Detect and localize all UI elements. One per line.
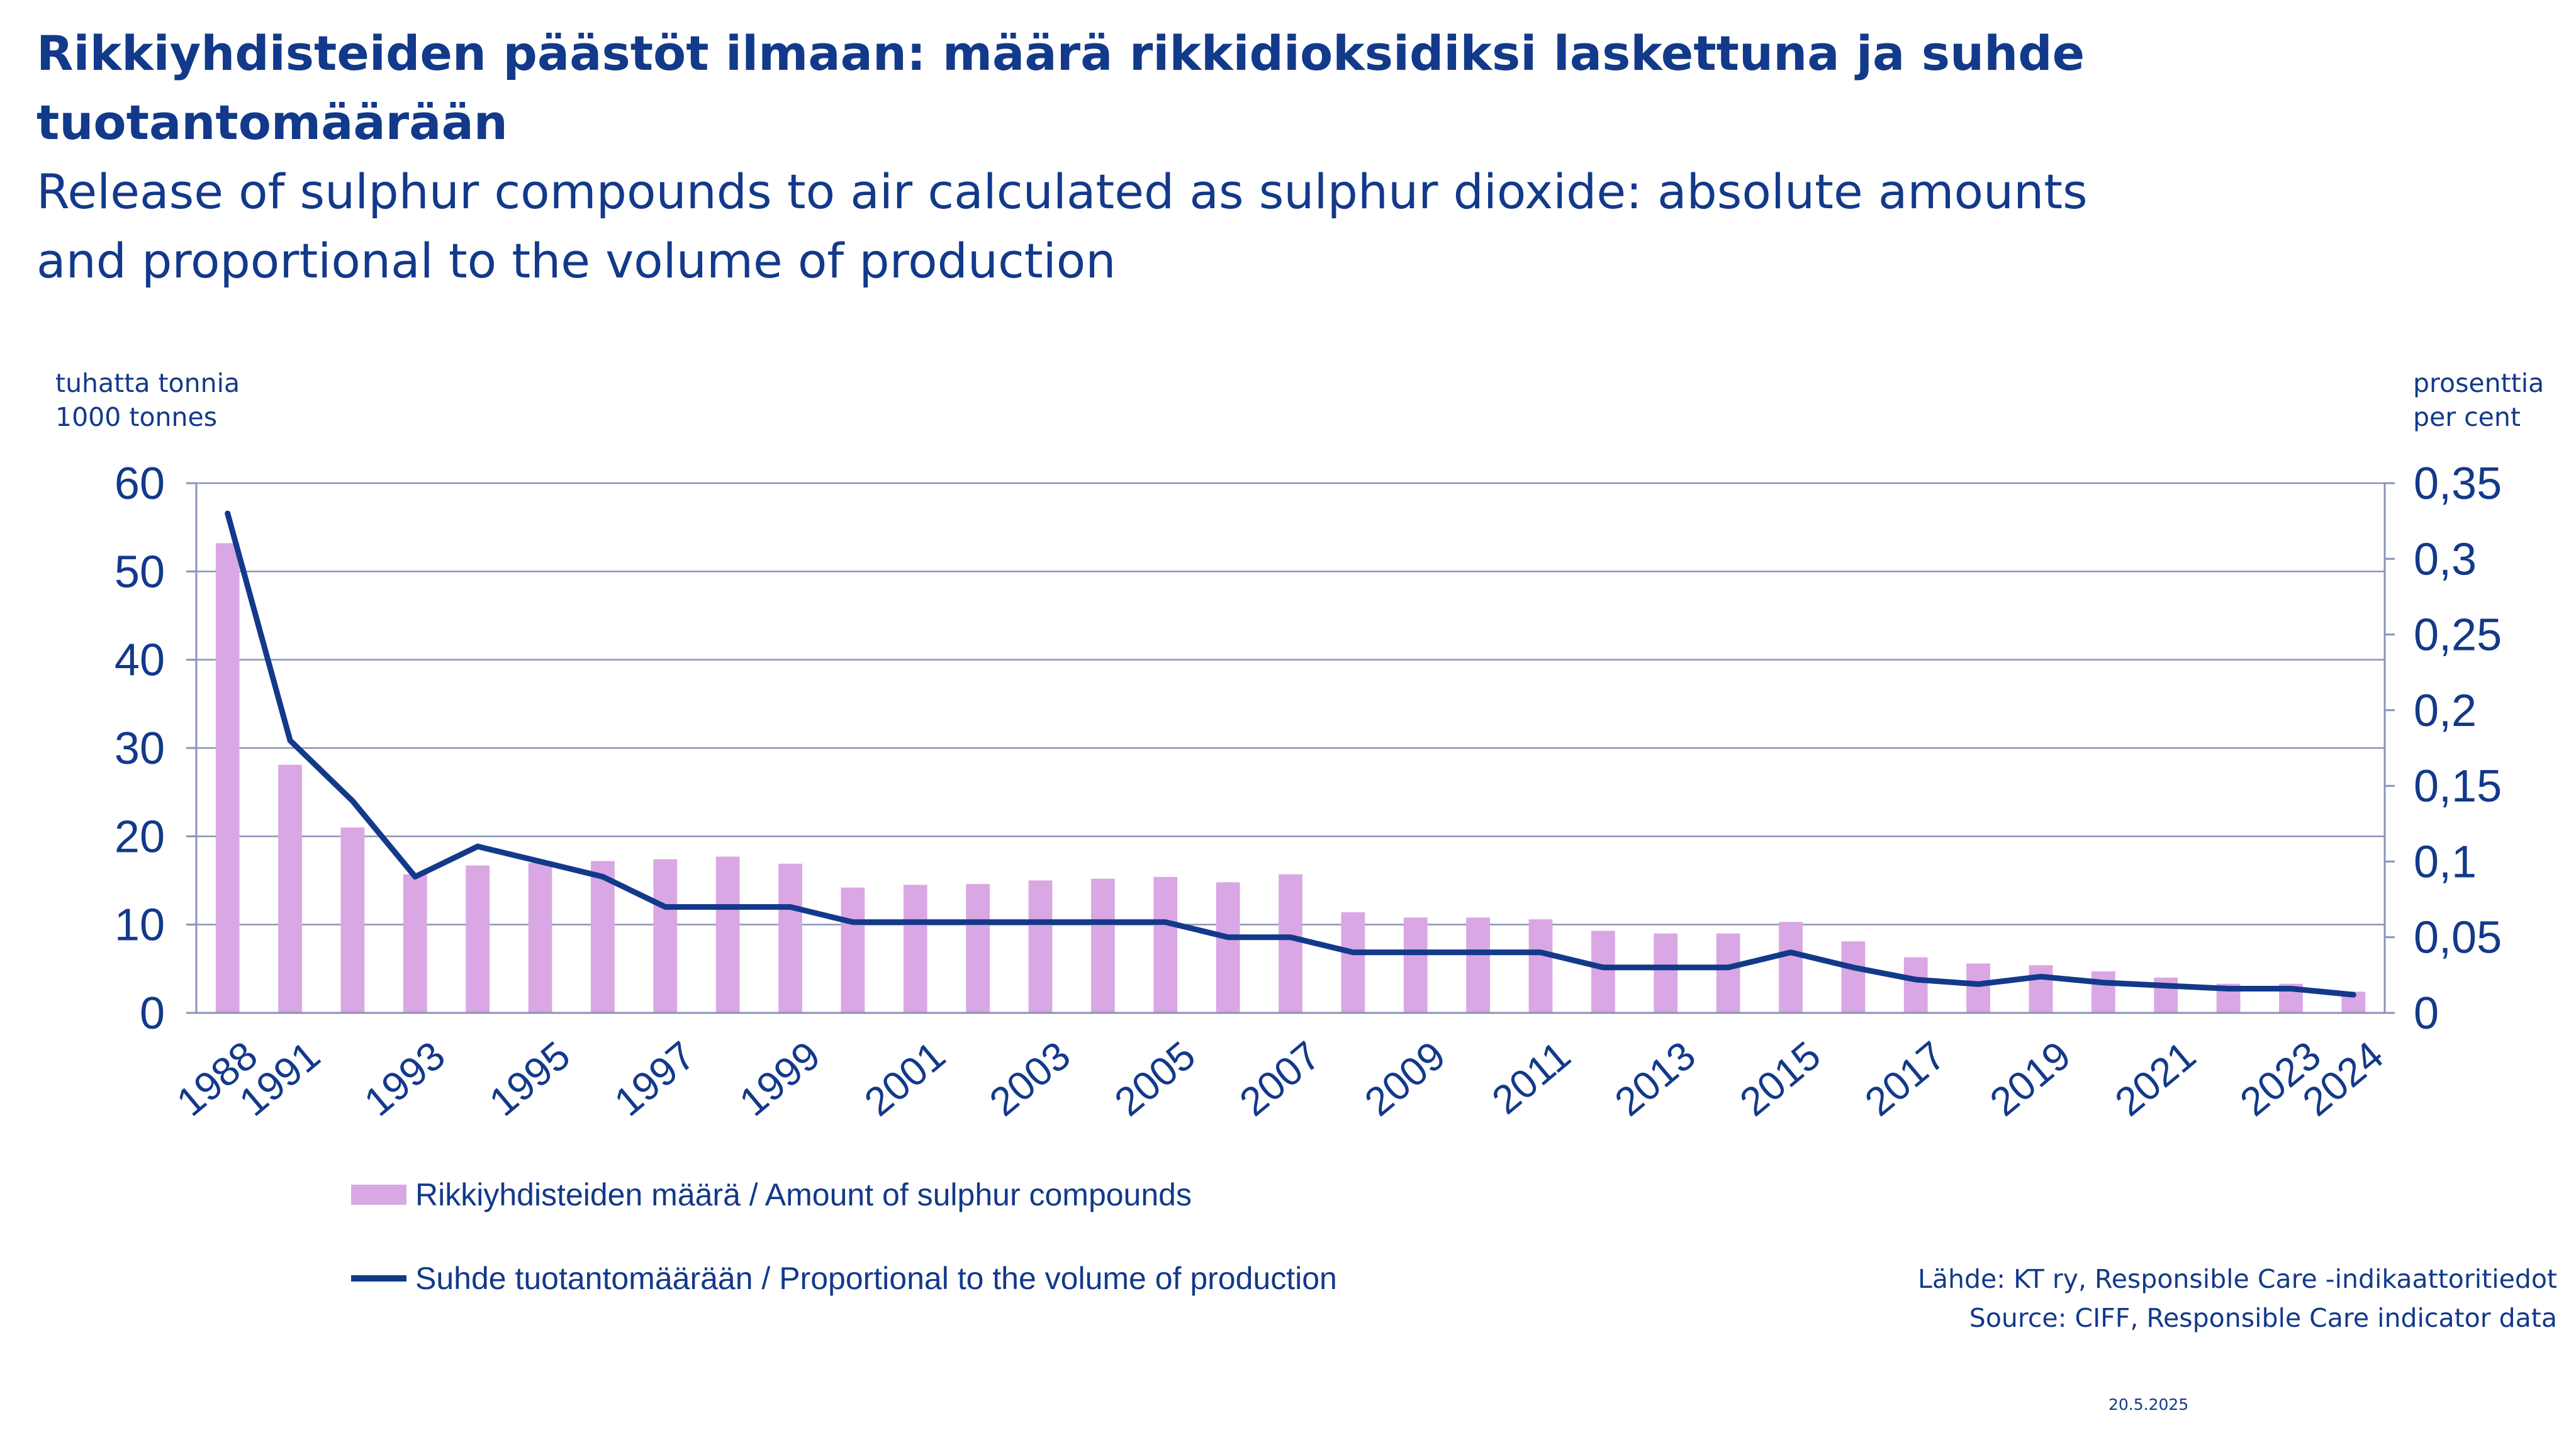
bar xyxy=(653,859,678,1013)
left-axis-unit-en: 1000 tonnes xyxy=(55,402,218,432)
left-axis-unit-fi: tuhatta tonnia xyxy=(55,368,240,398)
right-axis-unit-en: per cent xyxy=(2413,402,2521,432)
left-tick-label: 50 xyxy=(115,547,165,597)
x-tick-label: 2005 xyxy=(1106,1032,1204,1125)
bar xyxy=(2091,971,2115,1013)
right-tick-label: 0,1 xyxy=(2414,837,2477,887)
left-tick-label: 20 xyxy=(115,812,165,862)
right-tick-label: 0,35 xyxy=(2414,459,2502,509)
bar xyxy=(1716,933,1740,1013)
right-tick-label: 0 xyxy=(2414,988,2439,1039)
x-tick-label: 2013 xyxy=(1606,1032,1704,1125)
right-y-axis-ticks: 0 0,05 0,1 0,15 0,2 0,25 0,3 0,35 xyxy=(2414,459,2502,1039)
bar xyxy=(1091,878,1115,1013)
bar xyxy=(466,865,490,1013)
bar xyxy=(1654,933,1678,1013)
ratio-line xyxy=(225,510,2356,998)
left-tick-label: 10 xyxy=(115,900,165,951)
left-tick-label: 60 xyxy=(115,459,165,509)
bar xyxy=(1591,930,1615,1013)
bar xyxy=(715,856,740,1013)
x-tick-label: 2017 xyxy=(1856,1032,1954,1125)
bar xyxy=(528,863,552,1013)
x-tick-label: 1995 xyxy=(481,1032,578,1125)
x-tick-label: 2011 xyxy=(1484,1032,1579,1123)
bar xyxy=(1779,922,1803,1013)
bar xyxy=(778,863,802,1013)
bar xyxy=(1028,880,1053,1013)
x-tick-label: 1999 xyxy=(731,1032,829,1125)
line-series xyxy=(225,510,2356,998)
x-tick-label: 2007 xyxy=(1231,1032,1328,1125)
bar xyxy=(1341,912,1365,1013)
chart-title-english: Release of sulphur compounds to air calc… xyxy=(36,164,2088,289)
bar xyxy=(841,887,865,1013)
combo-chart: 0 10 20 30 40 50 60 0 0,05 0,1 0,15 0,2 0,25 0,3 0,35… xyxy=(115,459,2502,1125)
chart-title-finnish: Rikkiyhdisteiden päästöt ilmaan: määrä r… xyxy=(36,25,2085,150)
x-tick-label: 2001 xyxy=(856,1032,953,1125)
bar xyxy=(340,827,365,1013)
bar xyxy=(278,764,302,1013)
legend-bar-label: Rikkiyhdisteiden määrä / Amount of sulph… xyxy=(415,1177,1192,1212)
right-tick-label: 0,15 xyxy=(2414,761,2502,812)
x-tick-label: 2003 xyxy=(981,1032,1078,1125)
bar xyxy=(1466,917,1490,1013)
bar xyxy=(1841,941,1866,1013)
legend-bar-entry: Rikkiyhdisteiden määrä / Amount of sulph… xyxy=(351,1176,1192,1213)
date-stamp: 20.5.2025 xyxy=(2108,1395,2189,1414)
source-fi: Lähde: KT ry, Responsible Care -indikaat… xyxy=(1918,1264,2557,1294)
bar xyxy=(1903,957,1928,1013)
bar xyxy=(591,861,615,1013)
left-tick-label: 30 xyxy=(115,723,165,774)
x-tick-label: 1993 xyxy=(356,1032,453,1125)
x-tick-label: 2021 xyxy=(2107,1032,2204,1125)
legend-line-swatch xyxy=(351,1275,406,1282)
right-axis-unit-fi: prosenttia xyxy=(2413,368,2545,398)
bar xyxy=(1403,917,1428,1013)
x-tick-label: 2009 xyxy=(1356,1032,1453,1125)
x-tick-label: 2015 xyxy=(1731,1032,1828,1125)
x-tick-label: 1997 xyxy=(606,1032,703,1125)
source-note: Lähde: KT ry, Responsible Care -indikaat… xyxy=(1918,1260,2557,1338)
left-y-axis-ticks: 0 10 20 30 40 50 60 xyxy=(115,459,165,1039)
bar-series xyxy=(215,543,2366,1013)
bar xyxy=(1528,919,1553,1013)
left-axis-unit: tuhatta tonnia 1000 tonnes xyxy=(55,366,240,434)
bar xyxy=(1216,882,1240,1013)
source-en: Source: CIFF, Responsible Care indicator… xyxy=(1969,1303,2557,1333)
legend-bar-swatch xyxy=(351,1185,406,1205)
x-tick-label: 2019 xyxy=(1981,1032,2079,1125)
bar xyxy=(403,874,427,1013)
legend-line-entry: Suhde tuotantomäärään / Proportional to … xyxy=(351,1260,1337,1297)
bar xyxy=(966,884,990,1013)
axes xyxy=(186,482,2395,1014)
left-tick-label: 40 xyxy=(115,635,165,686)
right-axis-unit: prosenttia per cent xyxy=(2413,366,2544,434)
bar xyxy=(1966,963,1990,1013)
bar xyxy=(1279,874,1302,1013)
bar xyxy=(1153,876,1178,1013)
bar xyxy=(2029,965,2053,1013)
right-tick-label: 0,3 xyxy=(2414,534,2477,584)
bar xyxy=(903,885,927,1013)
left-tick-label: 0 xyxy=(140,988,165,1039)
right-tick-label: 0,25 xyxy=(2414,610,2502,661)
right-tick-label: 0,05 xyxy=(2414,913,2502,963)
bar xyxy=(215,543,240,1013)
legend-line-label: Suhde tuotantomäärään / Proportional to … xyxy=(415,1261,1337,1296)
right-tick-label: 0,2 xyxy=(2414,686,2477,736)
